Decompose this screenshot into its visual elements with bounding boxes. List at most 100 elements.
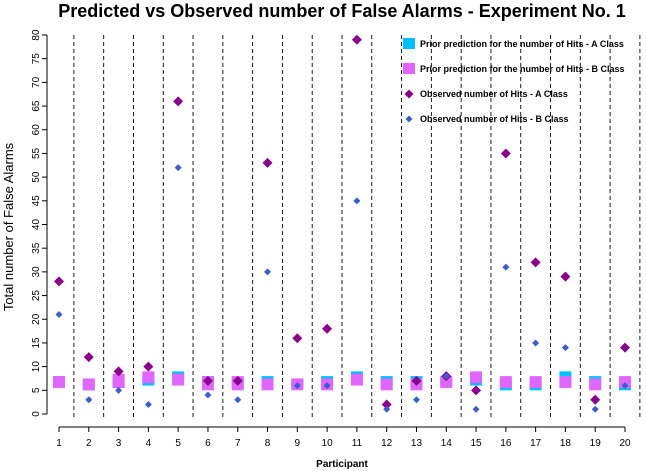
prediction-bar-b — [589, 378, 602, 391]
observed-a-point — [143, 361, 154, 372]
observed-a-point — [471, 385, 482, 396]
observed-a-point — [83, 352, 94, 363]
prediction-bar-a — [559, 371, 572, 381]
y-tick-label: 15 — [31, 337, 42, 349]
y-tick-label: 45 — [31, 195, 42, 207]
observed-b-point — [561, 344, 569, 352]
observed-b-point — [591, 405, 599, 413]
observed-a-point — [54, 276, 64, 287]
chart-title: Predicted vs Observed number of False Al… — [58, 1, 626, 21]
observed-b-point — [383, 405, 391, 413]
observed-a-point — [322, 323, 333, 334]
prediction-bar-b — [380, 378, 393, 391]
observed-b-point — [85, 396, 93, 404]
observed-a-point — [590, 394, 601, 405]
prediction-bar-b — [53, 376, 65, 388]
observed-a-point — [620, 342, 630, 353]
observed-a-point — [232, 375, 243, 386]
y-tick-label: 70 — [31, 76, 42, 88]
x-axis-label: Participant — [316, 459, 368, 470]
observed-b-point — [264, 268, 272, 276]
x-tick-label: 11 — [352, 438, 363, 449]
x-tick-label: 14 — [441, 438, 453, 449]
y-tick-label: 20 — [31, 313, 42, 325]
observed-a-point — [262, 157, 273, 168]
legend-label: Prior prediction for the number of Hits … — [420, 64, 625, 74]
observed-a-point — [500, 148, 511, 159]
observed-b-point — [55, 311, 63, 319]
x-tick-label: 13 — [411, 438, 423, 449]
x-tick-label: 5 — [175, 438, 181, 449]
prediction-bar-b — [440, 376, 453, 388]
prediction-bar-b — [559, 376, 572, 388]
legend-swatch-a-prediction — [403, 38, 415, 49]
x-tick-label: 2 — [86, 438, 92, 449]
x-tick-label: 12 — [381, 438, 393, 449]
observed-b-point — [442, 372, 450, 380]
legend-label: Observed number of Hits - B Class — [420, 114, 569, 124]
legend-swatch-a-observed — [404, 89, 414, 99]
observed-b-point — [323, 382, 331, 390]
y-tick-label: 10 — [31, 361, 42, 373]
x-tick-label: 20 — [619, 438, 631, 449]
observed-b-point — [353, 197, 361, 205]
prediction-bar-b — [470, 371, 483, 384]
prediction-bar-b — [261, 378, 274, 391]
observed-b-point — [174, 164, 182, 172]
y-tick-label: 80 — [31, 29, 42, 41]
observed-a-point — [202, 375, 213, 386]
prediction-bar-b — [350, 373, 363, 386]
observed-a-point — [292, 333, 303, 344]
x-tick-label: 10 — [322, 438, 334, 449]
observed-b-point — [234, 396, 242, 404]
y-tick-label: 25 — [31, 290, 42, 302]
y-tick-label: 50 — [31, 171, 42, 183]
x-tick-label: 17 — [530, 438, 542, 449]
x-tick-label: 16 — [500, 438, 512, 449]
x-tick-label: 8 — [265, 438, 271, 449]
observed-a-point — [351, 34, 362, 45]
x-tick-label: 3 — [116, 438, 122, 449]
observed-a-point — [173, 96, 184, 107]
legend-swatch-b-prediction — [403, 63, 415, 74]
prediction-bar-b — [529, 376, 542, 388]
y-tick-label: 65 — [31, 100, 42, 112]
prediction-bar-b — [142, 371, 155, 384]
y-tick-label: 40 — [31, 219, 42, 231]
observed-b-point — [621, 382, 629, 390]
observed-b-point — [532, 339, 540, 347]
y-tick-label: 55 — [31, 147, 42, 159]
observed-b-point — [412, 396, 420, 404]
y-tick-label: 75 — [31, 53, 42, 65]
observed-a-point — [530, 257, 541, 268]
legend-label: Observed number of Hits - A Class — [420, 89, 568, 99]
x-tick-label: 1 — [56, 438, 62, 449]
observed-b-point — [115, 386, 123, 394]
y-tick-label: 5 — [31, 387, 42, 393]
observed-a-point — [113, 366, 124, 377]
prediction-bar-b — [619, 376, 631, 388]
observed-a-point — [381, 399, 392, 410]
x-tick-label: 4 — [146, 438, 152, 449]
observed-b-point — [293, 382, 301, 390]
x-tick-label: 7 — [235, 438, 241, 449]
observed-b-point — [502, 263, 510, 271]
x-tick-label: 18 — [560, 438, 572, 449]
prediction-bar-b — [499, 376, 512, 388]
y-axis-label: Total number of False Alarms — [1, 142, 16, 311]
prediction-bar-b — [112, 373, 125, 388]
x-tick-label: 19 — [590, 438, 602, 449]
y-tick-label: 0 — [31, 411, 42, 417]
y-tick-label: 30 — [31, 266, 42, 278]
prediction-bar-b — [82, 378, 95, 391]
y-tick-label: 35 — [31, 242, 42, 254]
legend-label: Prior prediction for the number of Hits … — [420, 39, 624, 49]
x-tick-label: 9 — [295, 438, 301, 449]
x-tick-label: 15 — [470, 438, 482, 449]
observed-b-point — [204, 391, 212, 399]
x-tick-label: 6 — [205, 438, 211, 449]
observed-a-point — [560, 271, 571, 282]
observed-a-point — [411, 375, 422, 386]
